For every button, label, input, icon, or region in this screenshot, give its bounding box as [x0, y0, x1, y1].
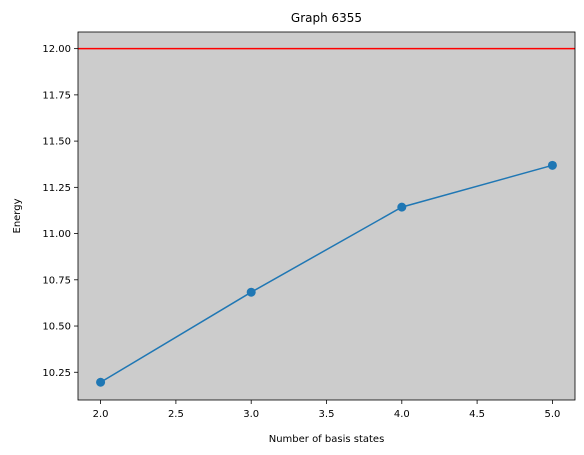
x-tick-label: 2.5 [168, 409, 184, 420]
x-tick-label: 2.0 [93, 409, 109, 420]
x-tick-label: 4.0 [394, 409, 410, 420]
y-tick-label: 11.25 [42, 183, 71, 194]
x-tick-label: 3.0 [243, 409, 259, 420]
x-tick-label: 5.0 [544, 409, 560, 420]
data-point-0-2 [397, 202, 407, 212]
chart-title: Graph 6355 [291, 11, 362, 25]
y-tick-label: 10.25 [42, 368, 71, 379]
data-point-0-0 [96, 377, 106, 387]
x-axis-label: Number of basis states [269, 434, 385, 445]
series-line-0 [100, 164, 553, 383]
y-tick-label: 10.50 [42, 322, 71, 333]
y-tick-label: 12.00 [42, 44, 71, 55]
y-axis-label: Energy [12, 198, 23, 233]
y-tick-label: 11.50 [42, 137, 71, 148]
x-tick-label: 4.5 [469, 409, 485, 420]
y-tick-label: 10.75 [42, 275, 71, 286]
plot-area [78, 32, 575, 400]
y-tick-label: 11.00 [42, 229, 71, 240]
data-point-0-3 [547, 160, 557, 170]
x-tick-label: 3.5 [319, 409, 335, 420]
data-point-0-1 [246, 287, 256, 297]
y-tick-label: 11.75 [42, 90, 71, 101]
